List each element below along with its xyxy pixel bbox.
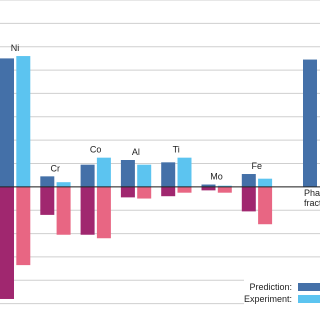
bar: [137, 164, 152, 187]
x-category-label: Fe: [252, 161, 263, 171]
bar: [80, 164, 95, 187]
legend-label: Experiment:: [244, 294, 292, 304]
bar: [217, 186, 232, 193]
bar: [40, 176, 55, 187]
x-category-label: Co: [90, 145, 102, 155]
bar: [96, 186, 111, 239]
bar: [120, 160, 135, 187]
bar: [177, 157, 192, 187]
legend-box: [244, 276, 320, 312]
bar: [0, 186, 14, 299]
bar: [137, 186, 152, 199]
legend-swatch: [298, 295, 320, 303]
bar: [161, 186, 176, 197]
bar: [16, 56, 31, 187]
x-category-label: Phase fraction: [304, 188, 320, 208]
bar: [56, 182, 71, 187]
bar: [56, 186, 71, 235]
bar: [258, 186, 273, 225]
bar: [40, 186, 55, 215]
bar: [201, 184, 216, 187]
x-category-label: Mo: [210, 172, 223, 182]
bar: [241, 186, 256, 212]
x-category-label: Ti: [173, 145, 180, 155]
legend-label: Prediction:: [249, 282, 292, 292]
bar: [303, 59, 317, 187]
bar: [0, 58, 14, 187]
bar: [177, 186, 192, 193]
x-category-label: Cr: [51, 163, 61, 173]
bar: [217, 185, 232, 187]
x-category-label: Ni: [11, 43, 20, 53]
bar: [201, 186, 216, 191]
bar: [258, 178, 273, 187]
legend-swatch: [298, 283, 320, 291]
x-category-label: Al: [132, 147, 140, 157]
bar: [16, 186, 31, 266]
bar: [80, 186, 95, 235]
bar: [241, 174, 256, 187]
bar: [120, 186, 135, 198]
bar: [161, 162, 176, 187]
bar: [96, 157, 111, 187]
